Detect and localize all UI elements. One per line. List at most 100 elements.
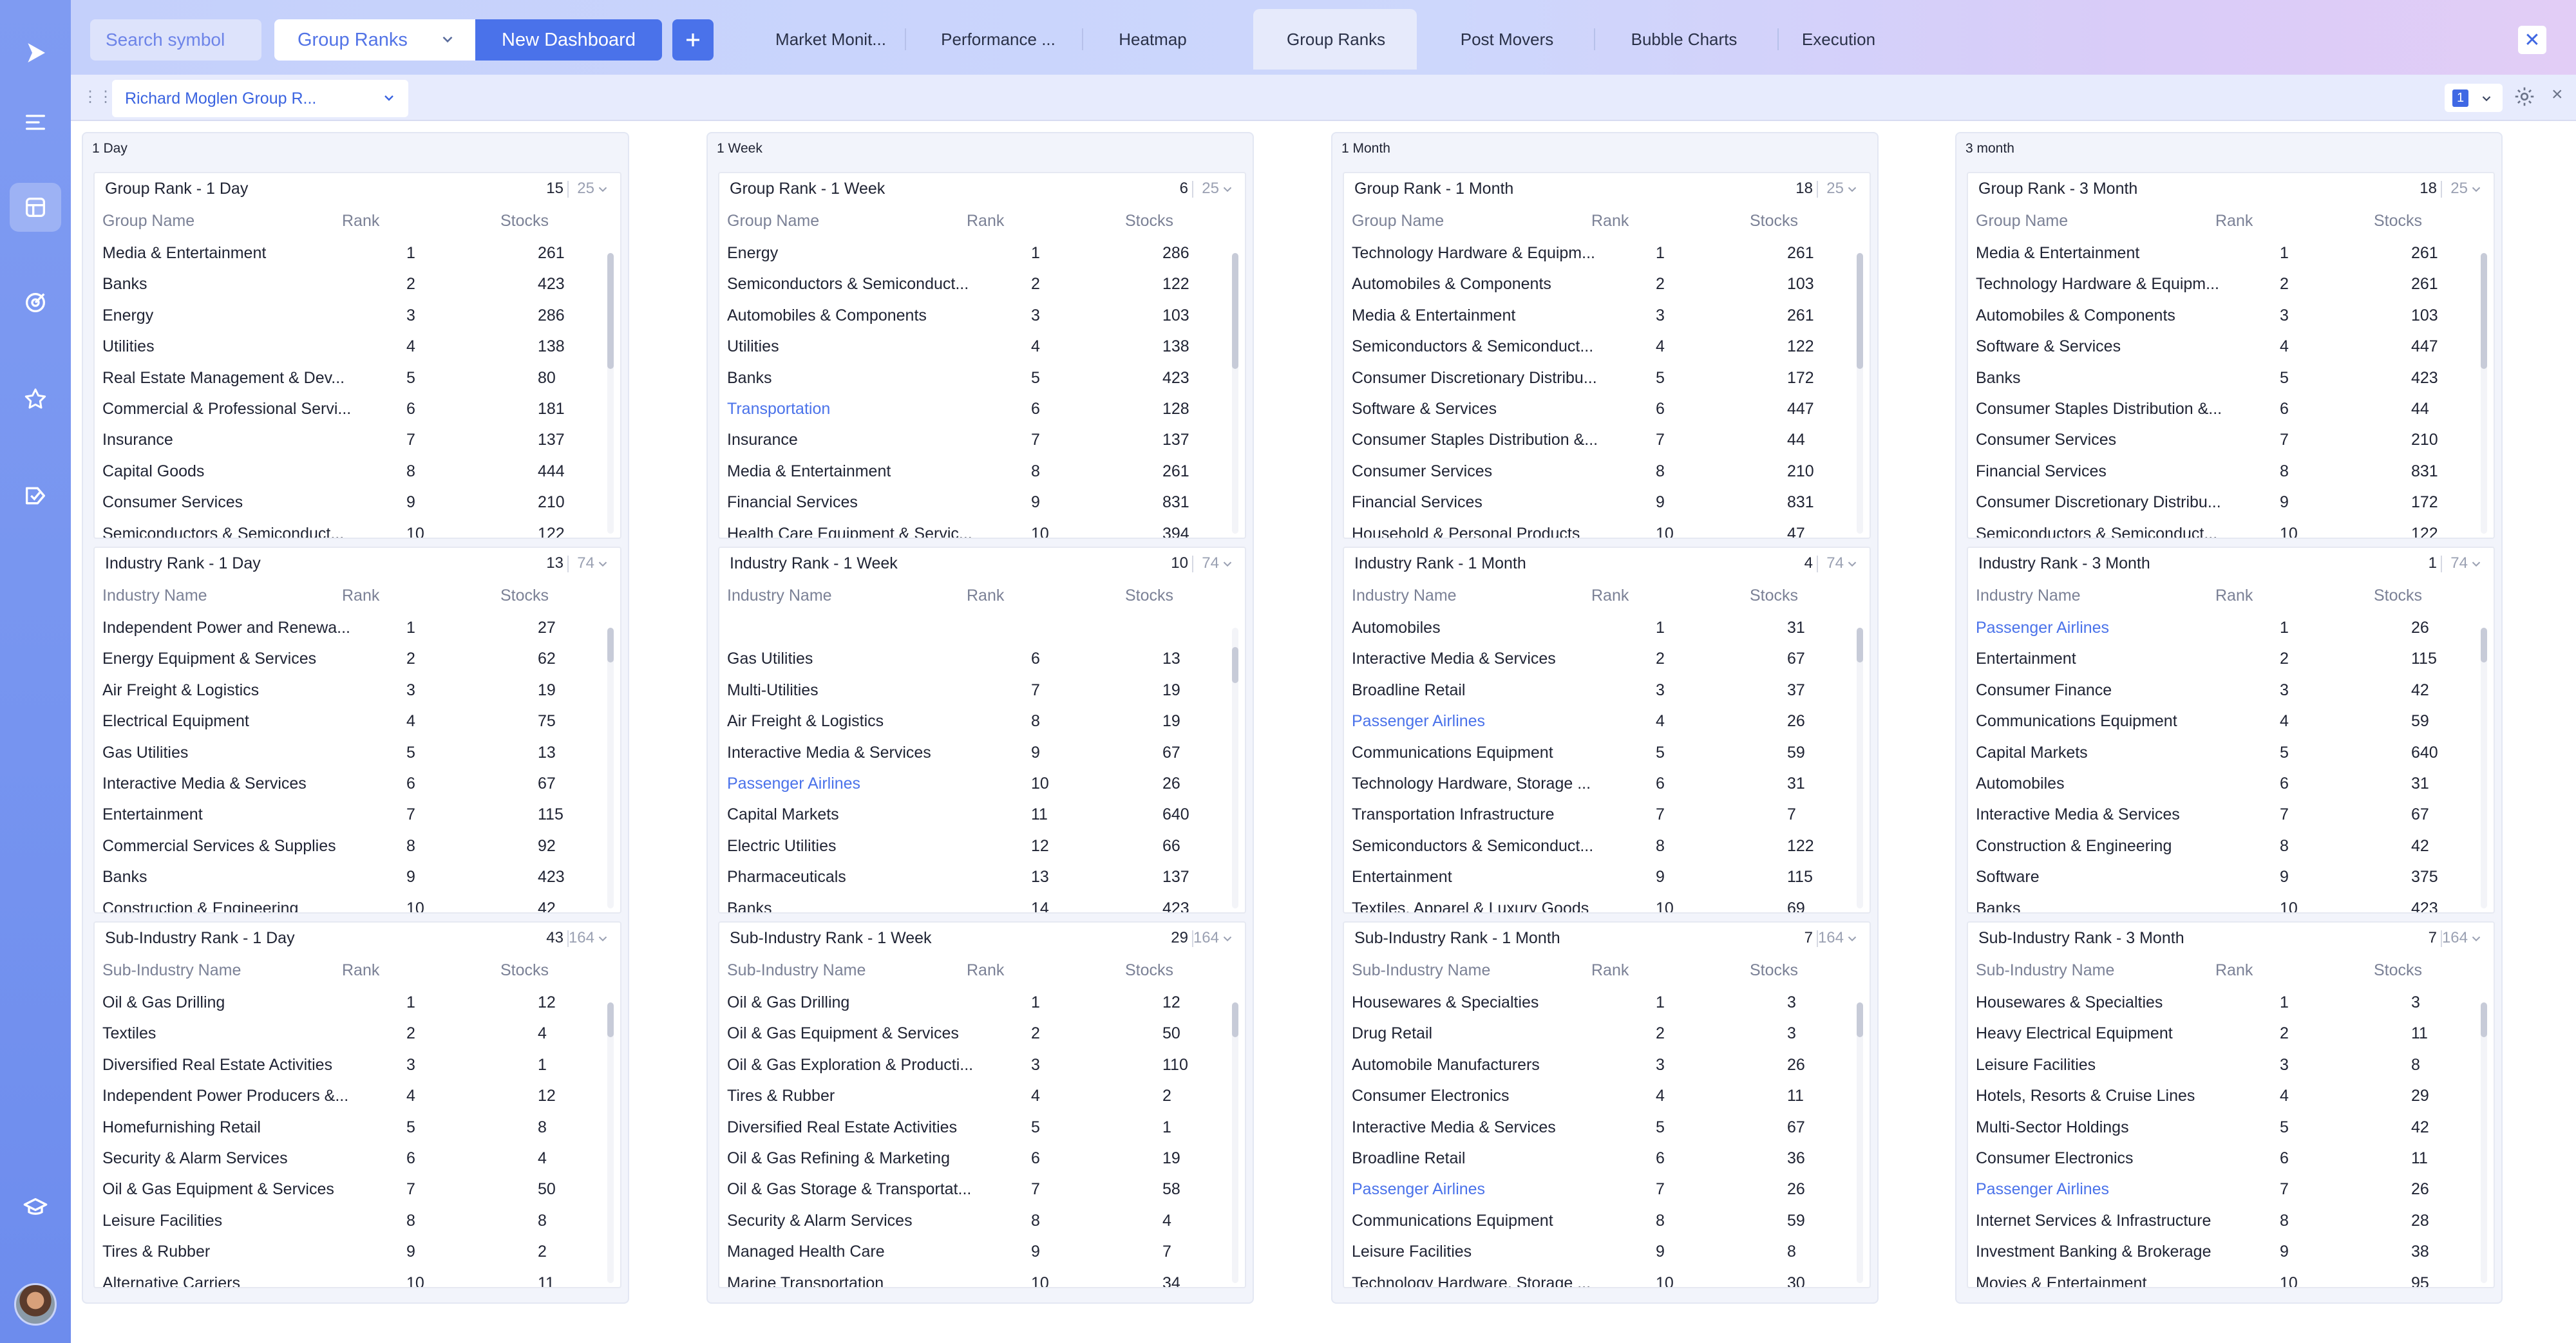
- table-row[interactable]: Leisure Facilities 3 8: [1968, 1052, 2483, 1083]
- scrollbar[interactable]: [2481, 1002, 2487, 1283]
- table-row[interactable]: Diversified Real Estate Activities 3 1: [95, 1052, 610, 1083]
- row-name[interactable]: Passenger Airlines: [1976, 619, 2110, 637]
- table-row[interactable]: Media & Entertainment 1 261: [1968, 240, 2483, 271]
- total-count[interactable]: 25: [2450, 180, 2468, 197]
- total-count[interactable]: 164: [2441, 929, 2468, 946]
- table-row[interactable]: Oil & Gas Exploration & Producti... 3 110: [719, 1052, 1235, 1083]
- table-row[interactable]: Automobiles & Components 2 103: [1344, 271, 1859, 302]
- table-row[interactable]: Oil & Gas Refining & Marketing 6 19: [719, 1145, 1235, 1176]
- table-row[interactable]: Commercial Services & Supplies 8 92: [95, 833, 610, 864]
- scrollbar[interactable]: [1857, 253, 1863, 534]
- column-header-rank[interactable]: Rank: [342, 961, 380, 979]
- column-header-stocks[interactable]: Stocks: [1750, 961, 1799, 979]
- table-row[interactable]: Financial Services 9 831: [719, 489, 1235, 520]
- row-name[interactable]: Passenger Airlines: [727, 775, 861, 793]
- row-name[interactable]: Passenger Airlines: [1352, 712, 1486, 731]
- total-count[interactable]: 25: [1826, 180, 1844, 197]
- column-header-stocks[interactable]: Stocks: [1750, 587, 1799, 605]
- chevron-down-icon[interactable]: [596, 182, 610, 200]
- table-row[interactable]: Consumer Services 9 210: [95, 489, 610, 520]
- chevron-down-icon[interactable]: [596, 557, 610, 574]
- table-row[interactable]: Pharmaceuticals 13 137: [719, 864, 1235, 895]
- scrollbar[interactable]: [2481, 628, 2487, 908]
- scrollbar-thumb[interactable]: [607, 253, 614, 369]
- table-row[interactable]: Housewares & Specialties 1 3: [1968, 990, 2483, 1020]
- table-row[interactable]: Health Care Equipment & Servic... 10 394: [719, 521, 1235, 538]
- column-header-name[interactable]: Sub-Industry Name: [1352, 961, 1491, 979]
- column-header-stocks[interactable]: Stocks: [1750, 212, 1799, 230]
- table-row[interactable]: Air Freight & Logistics 8 19: [719, 708, 1235, 739]
- table-row[interactable]: Air Freight & Logistics 3 19: [95, 677, 610, 708]
- column-header-rank[interactable]: Rank: [2215, 212, 2253, 230]
- column-header-stocks[interactable]: Stocks: [1125, 587, 1174, 605]
- row-name[interactable]: Passenger Airlines: [1976, 1180, 2110, 1199]
- table-row[interactable]: Household & Personal Products 10 47: [1344, 521, 1859, 538]
- table-row[interactable]: Software 9 375: [1968, 864, 2483, 895]
- table-row[interactable]: Electrical Equipment 4 75: [95, 708, 610, 739]
- scrollbar[interactable]: [1232, 628, 1238, 908]
- target-icon[interactable]: [16, 283, 55, 322]
- table-row[interactable]: Real Estate Management & Dev... 5 80: [95, 365, 610, 396]
- table-row[interactable]: Independent Power and Renewa... 1 27: [95, 615, 610, 646]
- table-row[interactable]: Leisure Facilities 9 8: [1344, 1239, 1859, 1270]
- table-row[interactable]: Consumer Staples Distribution &... 6 44: [1968, 396, 2483, 427]
- column-header-stocks[interactable]: Stocks: [1125, 212, 1174, 230]
- close-icon[interactable]: ×: [2552, 84, 2563, 105]
- total-count[interactable]: 164: [1817, 929, 1844, 946]
- column-header-stocks[interactable]: Stocks: [2374, 961, 2423, 979]
- column-header-rank[interactable]: Rank: [2215, 587, 2253, 605]
- table-row[interactable]: Interactive Media & Services 6 67: [95, 771, 610, 802]
- column-header-rank[interactable]: Rank: [342, 212, 380, 230]
- chevron-down-icon[interactable]: [1845, 557, 1859, 574]
- table-row[interactable]: Media & Entertainment 8 261: [719, 458, 1235, 489]
- table-row[interactable]: Passenger Airlines 7 26: [1344, 1176, 1859, 1207]
- scrollbar-thumb[interactable]: [1232, 253, 1238, 369]
- menu-icon[interactable]: [16, 103, 55, 142]
- table-row[interactable]: Technology Hardware, Storage ... 10 30: [1344, 1270, 1859, 1287]
- table-row[interactable]: Transportation Infrastructure 7 7: [1344, 802, 1859, 832]
- scrollbar-thumb[interactable]: [607, 1002, 614, 1037]
- table-row[interactable]: Transportation 6 128: [719, 396, 1235, 427]
- scrollbar-thumb[interactable]: [607, 628, 614, 662]
- table-row[interactable]: Multi-Utilities 7 19: [719, 677, 1235, 708]
- table-row[interactable]: Leisure Facilities 8 8: [95, 1208, 610, 1239]
- graduation-icon[interactable]: [16, 1188, 55, 1227]
- table-row[interactable]: Banks 9 423: [95, 864, 610, 895]
- chevron-down-icon[interactable]: [2469, 182, 2483, 200]
- table-row[interactable]: Banks 5 423: [1968, 365, 2483, 396]
- column-header-name[interactable]: Industry Name: [727, 587, 832, 605]
- total-count[interactable]: 25: [1202, 180, 1219, 197]
- column-header-name[interactable]: Sub-Industry Name: [1976, 961, 2115, 979]
- table-row[interactable]: Technology Hardware & Equipm... 2 261: [1968, 271, 2483, 302]
- scrollbar-thumb[interactable]: [1857, 628, 1863, 662]
- scrollbar[interactable]: [1857, 628, 1863, 908]
- scrollbar[interactable]: [1857, 1002, 1863, 1283]
- table-row[interactable]: Capital Goods 8 444: [95, 458, 610, 489]
- tab-heatmap[interactable]: Heatmap: [1119, 29, 1187, 49]
- table-row[interactable]: Semiconductors & Semiconduct... 8 122: [1344, 833, 1859, 864]
- column-header-name[interactable]: Industry Name: [1352, 587, 1457, 605]
- table-row[interactable]: Financial Services 9 831: [1344, 489, 1859, 520]
- table-row[interactable]: Textiles, Apparel & Luxury Goods 10 69: [1344, 896, 1859, 912]
- table-row[interactable]: Banks 2 423: [95, 271, 610, 302]
- scrollbar[interactable]: [607, 253, 614, 534]
- table-row[interactable]: Capital Markets 5 640: [1968, 740, 2483, 771]
- table-row[interactable]: Interactive Media & Services 7 67: [1968, 802, 2483, 832]
- table-row[interactable]: Oil & Gas Storage & Transportat... 7 58: [719, 1176, 1235, 1207]
- table-row[interactable]: Homefurnishing Retail 5 8: [95, 1114, 610, 1145]
- dashboard-select[interactable]: Group Ranks: [274, 19, 475, 61]
- table-row[interactable]: Entertainment 2 115: [1968, 646, 2483, 677]
- table-row[interactable]: Utilities 4 138: [719, 333, 1235, 364]
- table-row[interactable]: Technology Hardware, Storage ... 6 31: [1344, 771, 1859, 802]
- table-row[interactable]: Security & Alarm Services 6 4: [95, 1145, 610, 1176]
- column-header-stocks[interactable]: Stocks: [2374, 212, 2423, 230]
- add-dashboard-button[interactable]: [672, 19, 714, 61]
- total-count[interactable]: 74: [1202, 554, 1219, 572]
- table-row[interactable]: Textiles 2 4: [95, 1020, 610, 1051]
- table-row[interactable]: Investment Banking & Brokerage 9 38: [1968, 1239, 2483, 1270]
- table-row[interactable]: Semiconductors & Semiconduct... 2 122: [719, 271, 1235, 302]
- column-header-stocks[interactable]: Stocks: [2374, 587, 2423, 605]
- table-row[interactable]: Insurance 7 137: [95, 427, 610, 458]
- table-row[interactable]: Gas Utilities 6 13: [719, 646, 1235, 677]
- table-row[interactable]: Independent Power Producers &... 4 12: [95, 1083, 610, 1114]
